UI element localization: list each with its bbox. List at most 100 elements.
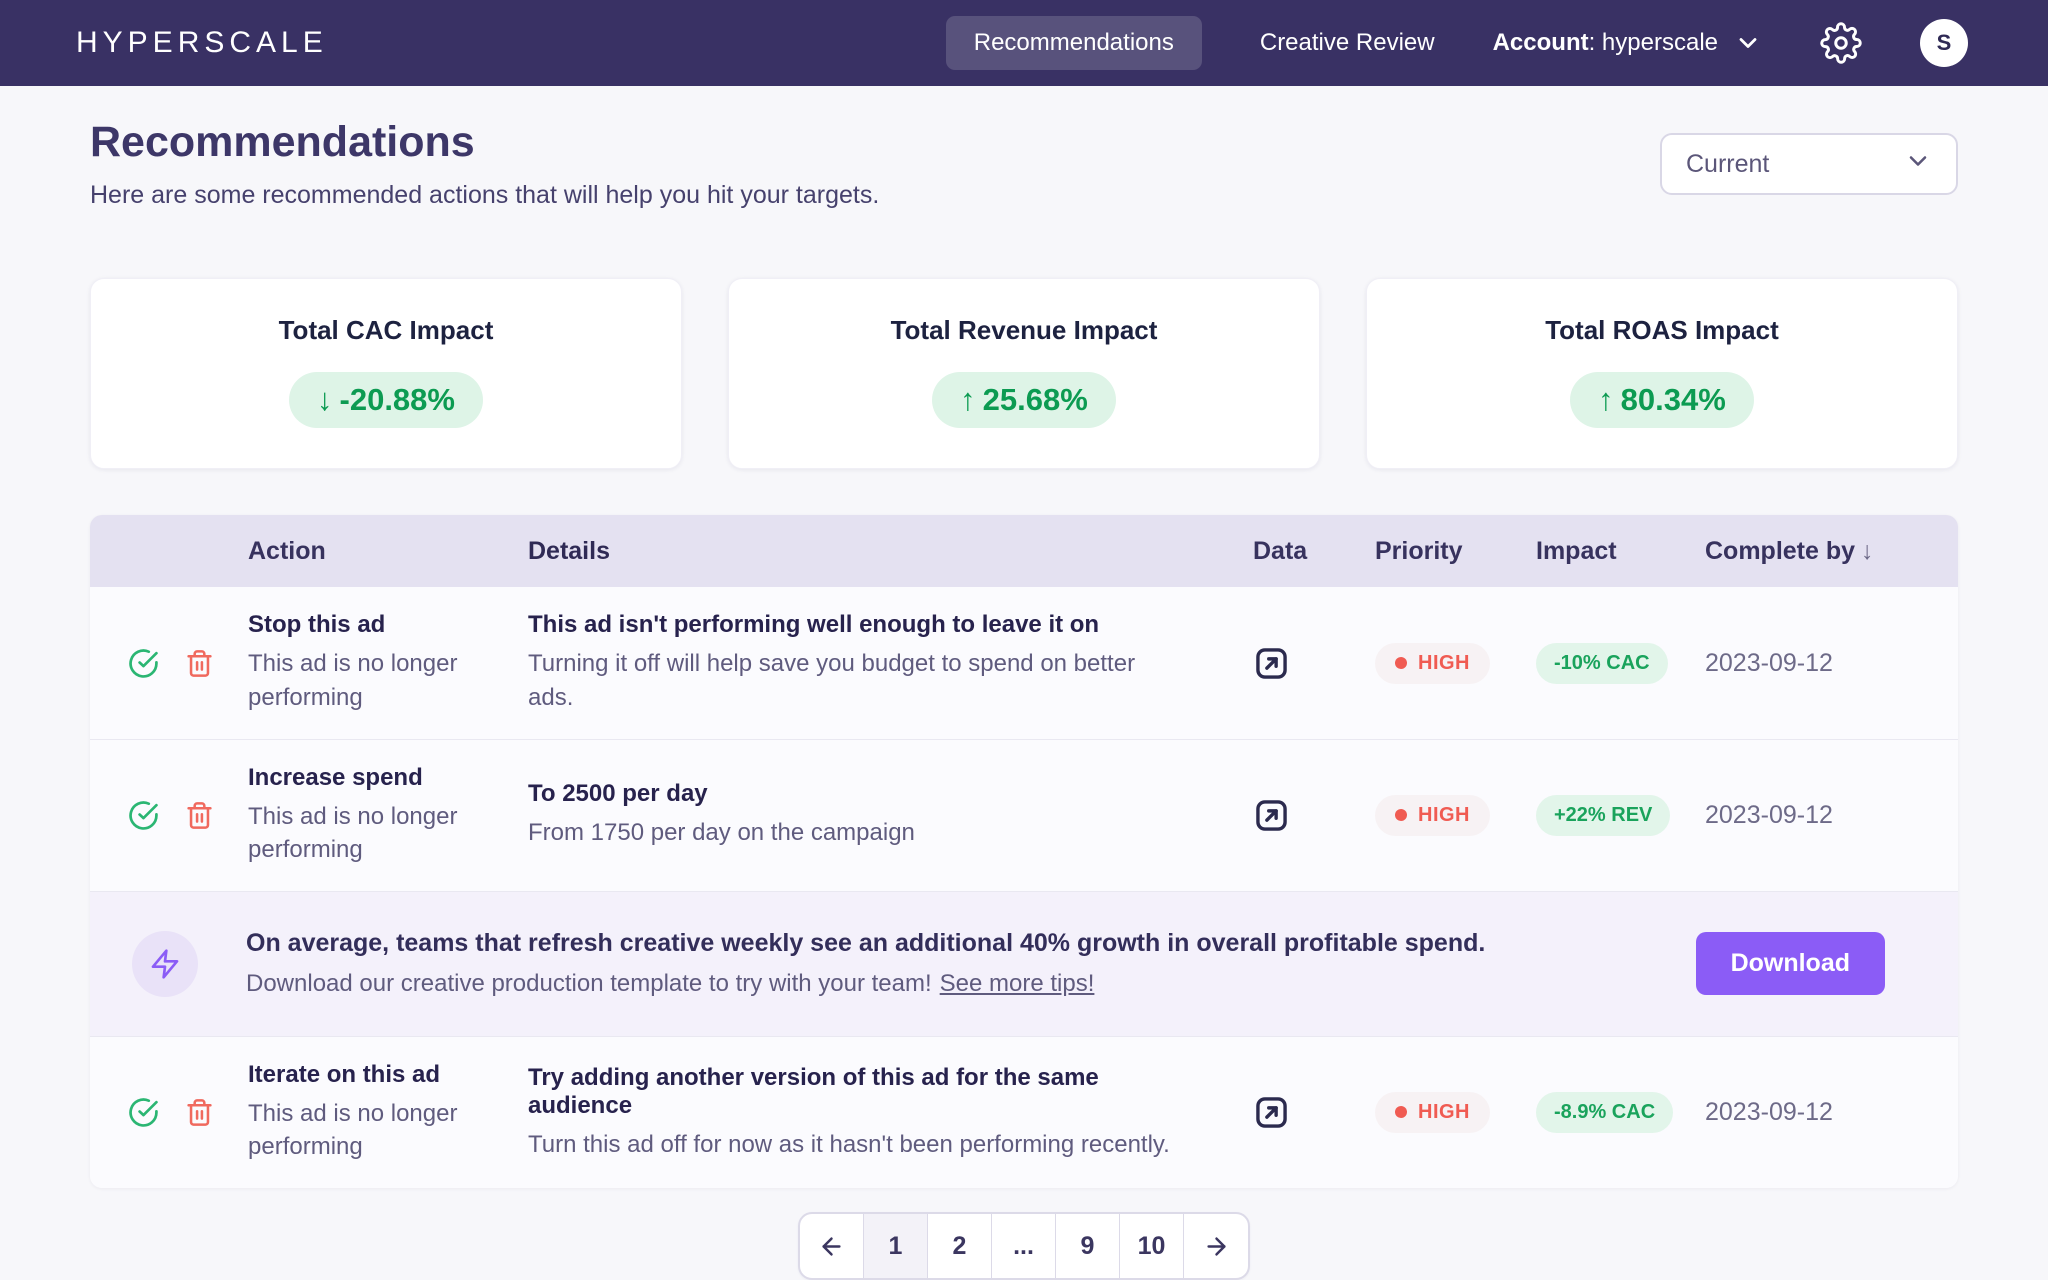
- card-title: Total ROAS Impact: [1545, 315, 1779, 346]
- action-cell: Stop this ad This ad is no longer perfor…: [240, 611, 520, 714]
- previous-page-arrow-icon[interactable]: [800, 1214, 864, 1278]
- action-subtitle: This ad is no longer performing: [248, 802, 458, 864]
- creative-tip-banner: On average, teams that refresh creative …: [90, 891, 1958, 1037]
- revenue-impact-value: ↑ 25.68%: [932, 372, 1116, 429]
- arrow-up-icon: ↑: [960, 382, 976, 418]
- impact-cell: -8.9% CAC: [1510, 1091, 1690, 1133]
- summary-cards: Total CAC Impact ↓ -20.88% Total Revenue…: [90, 278, 1958, 470]
- download-button[interactable]: Download: [1695, 932, 1885, 996]
- complete-by-date: 2023-09-12: [1705, 648, 1833, 677]
- app-logo: HYPERSCALE: [76, 26, 328, 59]
- table-row: Stop this ad This ad is no longer perfor…: [90, 587, 1958, 740]
- banner-text: On average, teams that refresh creative …: [246, 929, 1485, 998]
- action-title: Increase spend: [248, 763, 423, 791]
- priority-dot-icon: [1395, 809, 1407, 822]
- approve-check-icon[interactable]: [128, 1097, 159, 1128]
- complete-by-date: 2023-09-12: [1705, 800, 1833, 829]
- card-total-cac-impact: Total CAC Impact ↓ -20.88%: [90, 278, 682, 470]
- card-total-roas-impact: Total ROAS Impact ↑ 80.34%: [1366, 278, 1958, 470]
- column-header-impact: Impact: [1536, 536, 1617, 565]
- action-cell: Increase spend This ad is no longer perf…: [240, 764, 520, 867]
- card-title: Total CAC Impact: [278, 315, 494, 346]
- action-title: Iterate on this ad: [248, 1060, 441, 1088]
- page-header: Recommendations Here are some recommende…: [90, 118, 1958, 210]
- priority-badge: HIGH: [1375, 1091, 1490, 1133]
- next-page-arrow-icon[interactable]: [1184, 1214, 1248, 1278]
- nav-tab-creative-review[interactable]: Creative Review: [1259, 29, 1435, 56]
- chevron-down-icon: [1734, 29, 1762, 57]
- impact-cell: -10% CAC: [1510, 642, 1690, 684]
- settings-gear-icon[interactable]: [1820, 22, 1862, 64]
- lightning-bolt-icon: [132, 930, 198, 997]
- page-button-1[interactable]: 1: [864, 1214, 928, 1278]
- priority-badge: HIGH: [1375, 794, 1490, 836]
- page-button-2[interactable]: 2: [928, 1214, 992, 1278]
- external-link-icon[interactable]: [1240, 797, 1350, 834]
- details-title: This ad isn't performing well enough to …: [528, 611, 1100, 639]
- external-link-icon[interactable]: [1240, 645, 1350, 682]
- dismiss-trash-icon[interactable]: [185, 648, 214, 679]
- impact-badge: +22% REV: [1536, 794, 1671, 836]
- page-header-text: Recommendations Here are some recommende…: [90, 118, 879, 210]
- row-actions: [90, 800, 240, 831]
- impact-badge: -8.9% CAC: [1536, 1091, 1674, 1133]
- card-title: Total Revenue Impact: [890, 315, 1158, 346]
- main-content: Recommendations Here are some recommende…: [0, 118, 2048, 1280]
- details-title: Try adding another version of this ad fo…: [528, 1063, 1099, 1119]
- banner-subtitle: Download our creative production templat…: [246, 970, 1095, 998]
- chevron-down-icon: [1904, 147, 1932, 182]
- period-filter-dropdown[interactable]: Current: [1660, 133, 1958, 196]
- cac-impact-value: ↓ -20.88%: [289, 372, 483, 429]
- external-link-icon[interactable]: [1240, 1094, 1350, 1131]
- action-subtitle: This ad is no longer performing: [248, 1099, 458, 1161]
- page-title: Recommendations: [90, 118, 475, 166]
- card-total-revenue-impact: Total Revenue Impact ↑ 25.68%: [728, 278, 1320, 470]
- action-title: Stop this ad: [248, 611, 386, 639]
- details-cell: Try adding another version of this ad fo…: [520, 1064, 1240, 1162]
- priority-dot-icon: [1395, 657, 1407, 670]
- page-button-9[interactable]: 9: [1056, 1214, 1120, 1278]
- arrow-up-icon: ↑: [1598, 382, 1614, 418]
- column-header-complete-by[interactable]: Complete by ↓: [1705, 536, 1874, 565]
- details-subtitle: From 1750 per day on the campaign: [528, 819, 915, 847]
- impact-cell: +22% REV: [1510, 794, 1690, 836]
- priority-cell: HIGH: [1350, 642, 1510, 684]
- pagination: 1 2 ... 9 10: [90, 1212, 1958, 1280]
- table-header-row: Action Details Data Priority Impact Comp…: [90, 515, 1958, 588]
- row-actions: [90, 1097, 240, 1128]
- details-title: To 2500 per day: [528, 780, 708, 808]
- priority-badge: HIGH: [1375, 642, 1490, 684]
- table-row: Increase spend This ad is no longer perf…: [90, 739, 1958, 892]
- priority-dot-icon: [1395, 1106, 1407, 1119]
- column-header-action: Action: [248, 536, 326, 565]
- arrow-down-icon: ↓: [317, 382, 333, 418]
- column-header-details: Details: [528, 536, 610, 565]
- action-cell: Iterate on this ad This ad is no longer …: [240, 1061, 520, 1164]
- sort-descending-icon: ↓: [1861, 536, 1874, 565]
- complete-by-date: 2023-09-12: [1705, 1097, 1833, 1126]
- details-subtitle: Turn this ad off for now as it hasn't be…: [528, 1130, 1170, 1158]
- account-selector[interactable]: Account: hyperscale: [1493, 29, 1762, 57]
- dismiss-trash-icon[interactable]: [185, 800, 214, 831]
- column-header-priority: Priority: [1375, 536, 1463, 565]
- see-more-tips-link[interactable]: See more tips!: [939, 970, 1095, 998]
- row-actions: [90, 648, 240, 679]
- pagination-box: 1 2 ... 9 10: [798, 1212, 1250, 1280]
- banner-title: On average, teams that refresh creative …: [246, 929, 1486, 958]
- priority-cell: HIGH: [1350, 1091, 1510, 1133]
- page-button-10[interactable]: 10: [1120, 1214, 1184, 1278]
- approve-check-icon[interactable]: [128, 800, 159, 831]
- user-avatar[interactable]: S: [1920, 19, 1968, 67]
- impact-badge: -10% CAC: [1536, 642, 1668, 684]
- roas-impact-value: ↑ 80.34%: [1570, 372, 1754, 429]
- details-subtitle: Turning it off will help save you budget…: [528, 650, 1136, 712]
- action-subtitle: This ad is no longer performing: [248, 650, 458, 712]
- period-filter-value: Current: [1686, 149, 1770, 178]
- approve-check-icon[interactable]: [128, 648, 159, 679]
- recommendations-table: Action Details Data Priority Impact Comp…: [90, 515, 1958, 1188]
- details-cell: To 2500 per day From 1750 per day on the…: [520, 780, 1240, 850]
- dismiss-trash-icon[interactable]: [185, 1097, 214, 1128]
- nav-tab-recommendations[interactable]: Recommendations: [945, 16, 1202, 70]
- navbar-right: Recommendations Creative Review Account:…: [945, 16, 1968, 70]
- details-cell: This ad isn't performing well enough to …: [520, 611, 1240, 714]
